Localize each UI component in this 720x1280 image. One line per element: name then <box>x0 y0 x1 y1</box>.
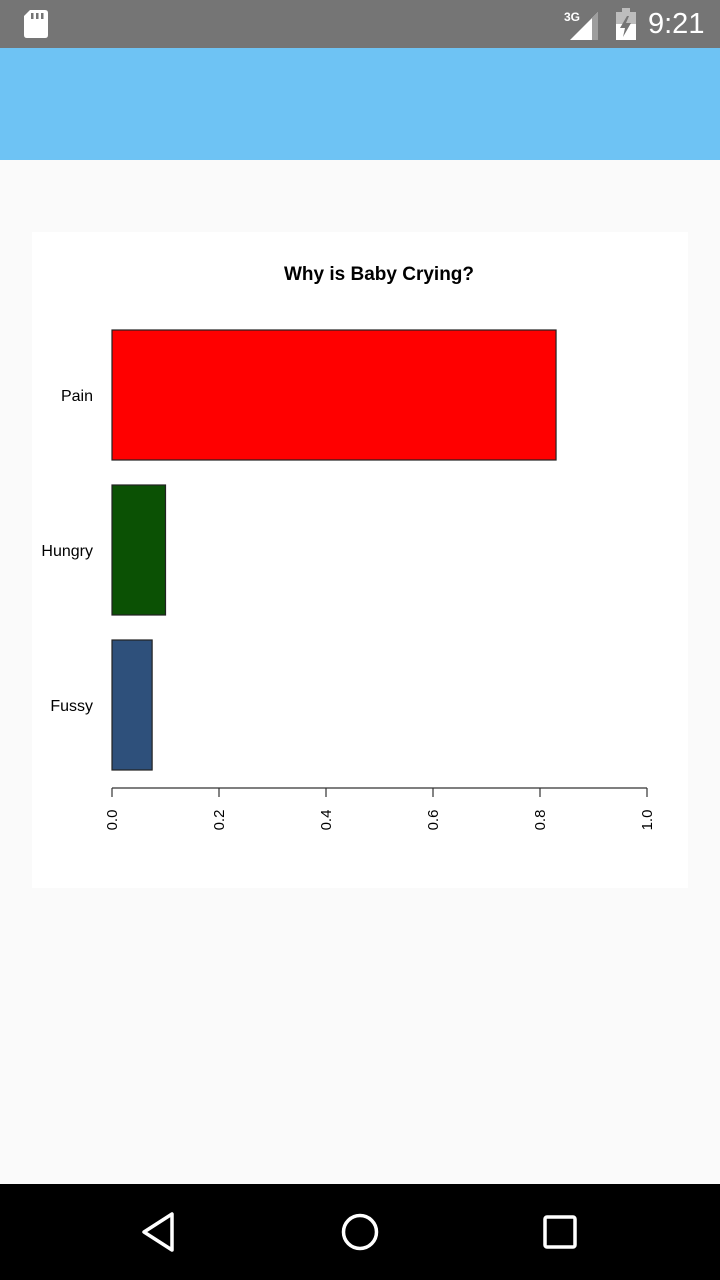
status-time: 9:21 <box>648 8 705 40</box>
recents-icon[interactable] <box>536 1208 584 1256</box>
x-tick-label-0.2: 0.2 <box>211 810 228 831</box>
app-bar <box>0 48 720 160</box>
x-tick-label-1.0: 1.0 <box>639 810 656 831</box>
battery-charging-icon <box>616 8 636 40</box>
home-icon[interactable] <box>336 1208 384 1256</box>
x-tick-label-0.0: 0.0 <box>104 810 121 831</box>
x-tick-label-0.4: 0.4 <box>318 810 335 831</box>
signal-3g-icon: 3G <box>564 10 598 40</box>
bar-hungry <box>111 484 167 616</box>
back-icon[interactable] <box>136 1208 184 1256</box>
network-type-label: 3G <box>564 10 580 24</box>
x-tick-label-0.8: 0.8 <box>532 810 549 831</box>
category-label-pain: Pain <box>61 388 93 405</box>
chart-title: Why is Baby Crying? <box>284 264 474 285</box>
nav-bar <box>0 1184 720 1280</box>
bar-fussy <box>111 639 153 771</box>
chart-card: Why is Baby Crying? Pain Hungry Fussy 0.0 0.2… <box>32 232 688 888</box>
bar-chart: Why is Baby Crying? Pain Hungry Fussy 0.0 0.2… <box>41 264 656 831</box>
bar-pain <box>111 329 557 461</box>
x-tick-label-0.6: 0.6 <box>425 810 442 831</box>
sd-card-icon <box>24 10 48 38</box>
category-label-fussy: Fussy <box>50 698 93 715</box>
category-label-hungry: Hungry <box>41 543 93 560</box>
status-bar: 3G 9:21 <box>0 0 720 48</box>
